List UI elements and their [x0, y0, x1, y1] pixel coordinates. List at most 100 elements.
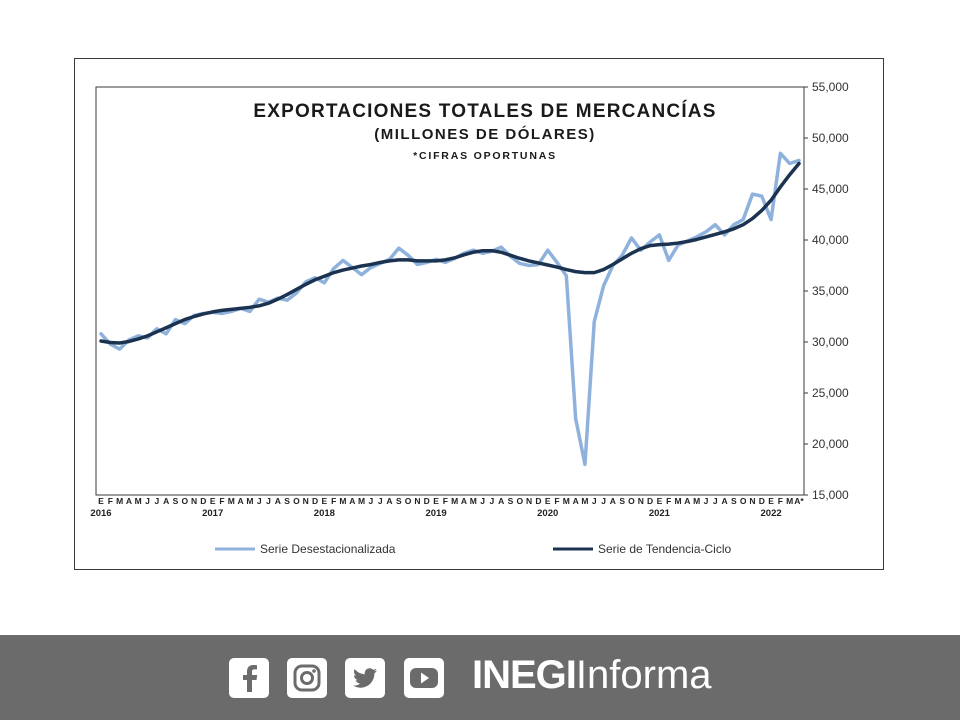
chart-frame: EXPORTACIONES TOTALES DE MERCANCÍAS (MIL…	[74, 58, 884, 570]
x-month-label: E	[322, 496, 328, 506]
legend-label-desestacionalizada: Serie Desestacionalizada	[260, 542, 396, 556]
x-month-label: A	[126, 496, 132, 506]
x-month-label: M	[228, 496, 235, 506]
x-month-label: D	[424, 496, 430, 506]
x-year-label: 2020	[537, 508, 558, 519]
y-axis: 15,000 20,000 25,000 30,000 35,000 40,000 45,0…	[804, 80, 849, 502]
y-tick-label: 20,000	[812, 437, 849, 451]
x-month-label: S	[284, 496, 290, 506]
x-month-label: M	[581, 496, 588, 506]
x-month-label: A	[721, 496, 727, 506]
x-month-label: F	[331, 496, 336, 506]
x-month-label: E	[657, 496, 663, 506]
x-year-label: 2022	[761, 508, 782, 519]
x-month-label: O	[181, 496, 188, 506]
brand-informa: Informa	[575, 653, 712, 697]
x-month-label: M	[451, 496, 458, 506]
x-year-label: 2018	[314, 508, 335, 519]
youtube-icon[interactable]	[404, 658, 444, 698]
x-month-label: M	[693, 496, 700, 506]
x-month-label: S	[396, 496, 402, 506]
x-month-label: M	[339, 496, 346, 506]
series-lines	[99, 151, 801, 467]
x-month-label: A	[275, 496, 281, 506]
x-month-label: N	[414, 496, 420, 506]
brand-inegi: INEGI	[472, 653, 577, 697]
x-year-label: 2021	[649, 508, 671, 519]
x-month-label: A	[238, 496, 244, 506]
x-month-label: A	[610, 496, 616, 506]
x-month-label: A	[573, 496, 579, 506]
x-month-label: J	[713, 496, 718, 506]
chart: EXPORTACIONES TOTALES DE MERCANCÍAS (MIL…	[90, 80, 849, 556]
x-month-label: A	[349, 496, 355, 506]
y-tick-label: 55,000	[812, 80, 849, 94]
y-tick-label: 45,000	[812, 182, 849, 196]
y-tick-label: 35,000	[812, 284, 849, 298]
x-month-label: E	[98, 496, 104, 506]
x-month-label: M	[116, 496, 123, 506]
legend-label-tendencia: Serie de Tendencia-Ciclo	[598, 542, 732, 556]
x-month-label: A	[461, 496, 467, 506]
x-month-label: S	[731, 496, 737, 506]
x-month-label: O	[628, 496, 635, 506]
x-year-label: 2019	[425, 508, 446, 519]
x-month-label: J	[266, 496, 271, 506]
x-month-label: E	[210, 496, 216, 506]
x-month-label: N	[749, 496, 755, 506]
x-month-label: E	[545, 496, 551, 506]
x-month-label: D	[535, 496, 541, 506]
x-month-label: O	[405, 496, 412, 506]
x-month-label: J	[257, 496, 262, 506]
footer-bar: INEGIInforma	[0, 635, 960, 720]
x-month-label: M	[358, 496, 365, 506]
twitter-icon[interactable]	[345, 658, 385, 698]
x-month-label: S	[173, 496, 179, 506]
x-month-label: J	[369, 496, 374, 506]
x-month-label: M	[470, 496, 477, 506]
x-month-label: A*	[794, 496, 804, 506]
x-month-label: M	[786, 496, 793, 506]
x-month-label: D	[312, 496, 318, 506]
y-tick-label: 15,000	[812, 488, 849, 502]
x-month-label: A	[498, 496, 504, 506]
facebook-icon[interactable]	[229, 658, 269, 698]
x-month-label: N	[303, 496, 309, 506]
chart-note: *CIFRAS OPORTUNAS	[413, 150, 557, 162]
x-month-label: J	[490, 496, 495, 506]
y-tick-label: 50,000	[812, 131, 849, 145]
instagram-icon[interactable]	[287, 658, 327, 698]
x-month-label: J	[601, 496, 606, 506]
x-month-label: M	[246, 496, 253, 506]
x-month-label: F	[219, 496, 224, 506]
y-tick-label: 40,000	[812, 233, 849, 247]
inegi-informa-logo[interactable]: INEGIInforma	[472, 653, 712, 703]
x-month-label: A	[386, 496, 392, 506]
x-month-label: J	[480, 496, 485, 506]
x-month-label: M	[135, 496, 142, 506]
x-month-label: M	[563, 496, 570, 506]
x-month-label: N	[191, 496, 197, 506]
y-tick-label: 25,000	[812, 386, 849, 400]
x-month-label: F	[443, 496, 448, 506]
x-month-label: N	[638, 496, 644, 506]
x-year-label: 2017	[202, 508, 223, 519]
x-month-label: F	[666, 496, 671, 506]
x-month-label: A	[163, 496, 169, 506]
x-month-label: M	[674, 496, 681, 506]
x-month-label: J	[145, 496, 150, 506]
x-month-label: E	[433, 496, 439, 506]
x-month-label: J	[704, 496, 709, 506]
x-month-label: S	[508, 496, 514, 506]
x-month-label: J	[378, 496, 383, 506]
y-tick-label: 30,000	[812, 335, 849, 349]
x-month-label: F	[778, 496, 783, 506]
chart-title: EXPORTACIONES TOTALES DE MERCANCÍAS	[253, 100, 716, 122]
x-month-label: F	[108, 496, 113, 506]
x-month-label: S	[619, 496, 625, 506]
x-month-label: F	[554, 496, 559, 506]
x-month-label: D	[200, 496, 206, 506]
series-tendencia-ciclo-line	[99, 161, 801, 345]
x-month-label: O	[293, 496, 300, 506]
legend: Serie Desestacionalizada Serie de Tenden…	[215, 542, 732, 556]
